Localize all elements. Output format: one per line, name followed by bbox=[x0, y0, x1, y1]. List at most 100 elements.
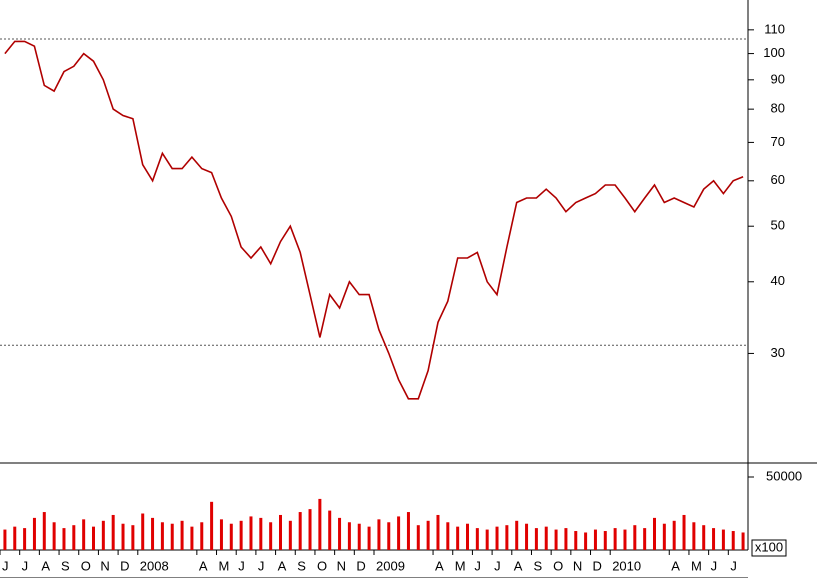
volume-bar bbox=[544, 526, 548, 550]
volume-bar bbox=[239, 520, 243, 550]
y-tick-label: 90 bbox=[771, 71, 785, 86]
x-tick-label: N bbox=[573, 558, 582, 573]
volume-bar bbox=[82, 519, 86, 550]
volume-bar bbox=[229, 523, 233, 550]
y-tick-label: 100 bbox=[763, 45, 785, 60]
volume-bar bbox=[603, 531, 607, 550]
volume-bar bbox=[623, 529, 627, 550]
x-tick-label: A bbox=[278, 558, 287, 573]
x-tick-label: J bbox=[238, 558, 245, 573]
volume-bar bbox=[328, 510, 332, 550]
volume-bar bbox=[111, 514, 115, 550]
volume-bar bbox=[495, 526, 499, 550]
volume-bar bbox=[564, 528, 568, 550]
volume-bar bbox=[672, 520, 676, 550]
volume-bar bbox=[269, 522, 273, 550]
volume-bar bbox=[151, 517, 155, 550]
y-tick-label: 80 bbox=[771, 101, 785, 116]
volume-bar bbox=[406, 512, 410, 550]
volume-bar bbox=[13, 526, 17, 550]
volume-bar bbox=[653, 517, 656, 550]
price-line bbox=[4, 40, 744, 400]
volume-bar bbox=[62, 528, 66, 550]
volume-bar bbox=[190, 526, 194, 550]
x-tick-label: 2009 bbox=[376, 558, 405, 573]
x-tick-label: J bbox=[730, 558, 737, 573]
x-tick-label: O bbox=[317, 558, 327, 573]
volume-bar bbox=[367, 526, 371, 550]
volume-bar bbox=[170, 523, 174, 550]
volume-bar bbox=[485, 529, 489, 550]
volume-bar bbox=[23, 528, 27, 550]
volume-bar bbox=[584, 532, 588, 550]
x-tick-label: A bbox=[41, 558, 50, 573]
volume-bar bbox=[279, 514, 282, 550]
x-tick-label: O bbox=[81, 558, 91, 573]
volume-bar bbox=[721, 529, 725, 550]
volume-bar bbox=[52, 522, 56, 550]
y-tick-label: 60 bbox=[771, 172, 785, 187]
x-tick-label: 2008 bbox=[140, 558, 169, 573]
volume-bar bbox=[525, 523, 529, 550]
x-tick-label: J bbox=[22, 558, 29, 573]
x-tick-label: A bbox=[199, 558, 208, 573]
volume-bar bbox=[219, 519, 223, 550]
volume-bar bbox=[3, 529, 7, 550]
volume-bar bbox=[741, 532, 745, 550]
x-tick-label: S bbox=[533, 558, 542, 573]
volume-bar bbox=[662, 523, 666, 550]
x-tick-label: M bbox=[219, 558, 230, 573]
volume-bar bbox=[593, 529, 597, 550]
volume-bar bbox=[466, 523, 469, 550]
volume-bar bbox=[210, 501, 214, 550]
volume-bar bbox=[357, 523, 361, 550]
volume-bar bbox=[72, 525, 76, 550]
x-tick-label: J bbox=[494, 558, 501, 573]
volume-bar bbox=[534, 528, 538, 550]
volume-bar bbox=[32, 517, 36, 550]
volume-bar bbox=[298, 512, 302, 550]
volume-bar bbox=[475, 528, 479, 550]
x-tick-label: S bbox=[61, 558, 70, 573]
y2-tick-label: 50000 bbox=[766, 468, 802, 483]
volume-bar bbox=[141, 513, 145, 550]
x-tick-label: A bbox=[671, 558, 680, 573]
volume-bar bbox=[338, 517, 342, 550]
volume-bar bbox=[387, 522, 391, 550]
x-tick-label: A bbox=[514, 558, 523, 573]
volume-bar bbox=[249, 516, 253, 550]
x-tick-label: O bbox=[553, 558, 563, 573]
volume-bar bbox=[318, 498, 322, 550]
volume-bar bbox=[613, 528, 617, 550]
y-tick-label: 50 bbox=[771, 218, 785, 233]
x-tick-label: M bbox=[455, 558, 466, 573]
volume-bar bbox=[42, 512, 46, 550]
y-tick-label: 40 bbox=[771, 273, 785, 288]
unit-box bbox=[751, 539, 787, 557]
volume-bar bbox=[416, 525, 420, 550]
volume-bar bbox=[702, 525, 706, 550]
volume-unit: x100 bbox=[755, 539, 783, 554]
volume-bar bbox=[574, 531, 578, 550]
volume-bar bbox=[180, 520, 184, 550]
volume-bar bbox=[397, 516, 401, 550]
volume-bar bbox=[259, 517, 263, 550]
volume-bar bbox=[426, 520, 430, 550]
y-tick-label: 30 bbox=[771, 345, 785, 360]
x-tick-label: S bbox=[297, 558, 306, 573]
x-tick-label: D bbox=[593, 558, 602, 573]
x-tick-label: M bbox=[691, 558, 702, 573]
volume-bar bbox=[643, 528, 647, 550]
x-tick-label: J bbox=[2, 558, 9, 573]
volume-bar bbox=[92, 526, 95, 550]
volume-bar bbox=[505, 525, 509, 550]
volume-bar bbox=[308, 509, 312, 550]
volume-bar bbox=[712, 528, 716, 550]
volume-bar bbox=[456, 526, 460, 550]
volume-bar bbox=[731, 531, 735, 550]
volume-bar bbox=[200, 522, 204, 550]
y-tick-label: 70 bbox=[771, 134, 785, 149]
x-tick-label: D bbox=[120, 558, 129, 573]
y-tick-label: 110 bbox=[764, 21, 785, 36]
x-tick-label: 2010 bbox=[612, 558, 641, 573]
